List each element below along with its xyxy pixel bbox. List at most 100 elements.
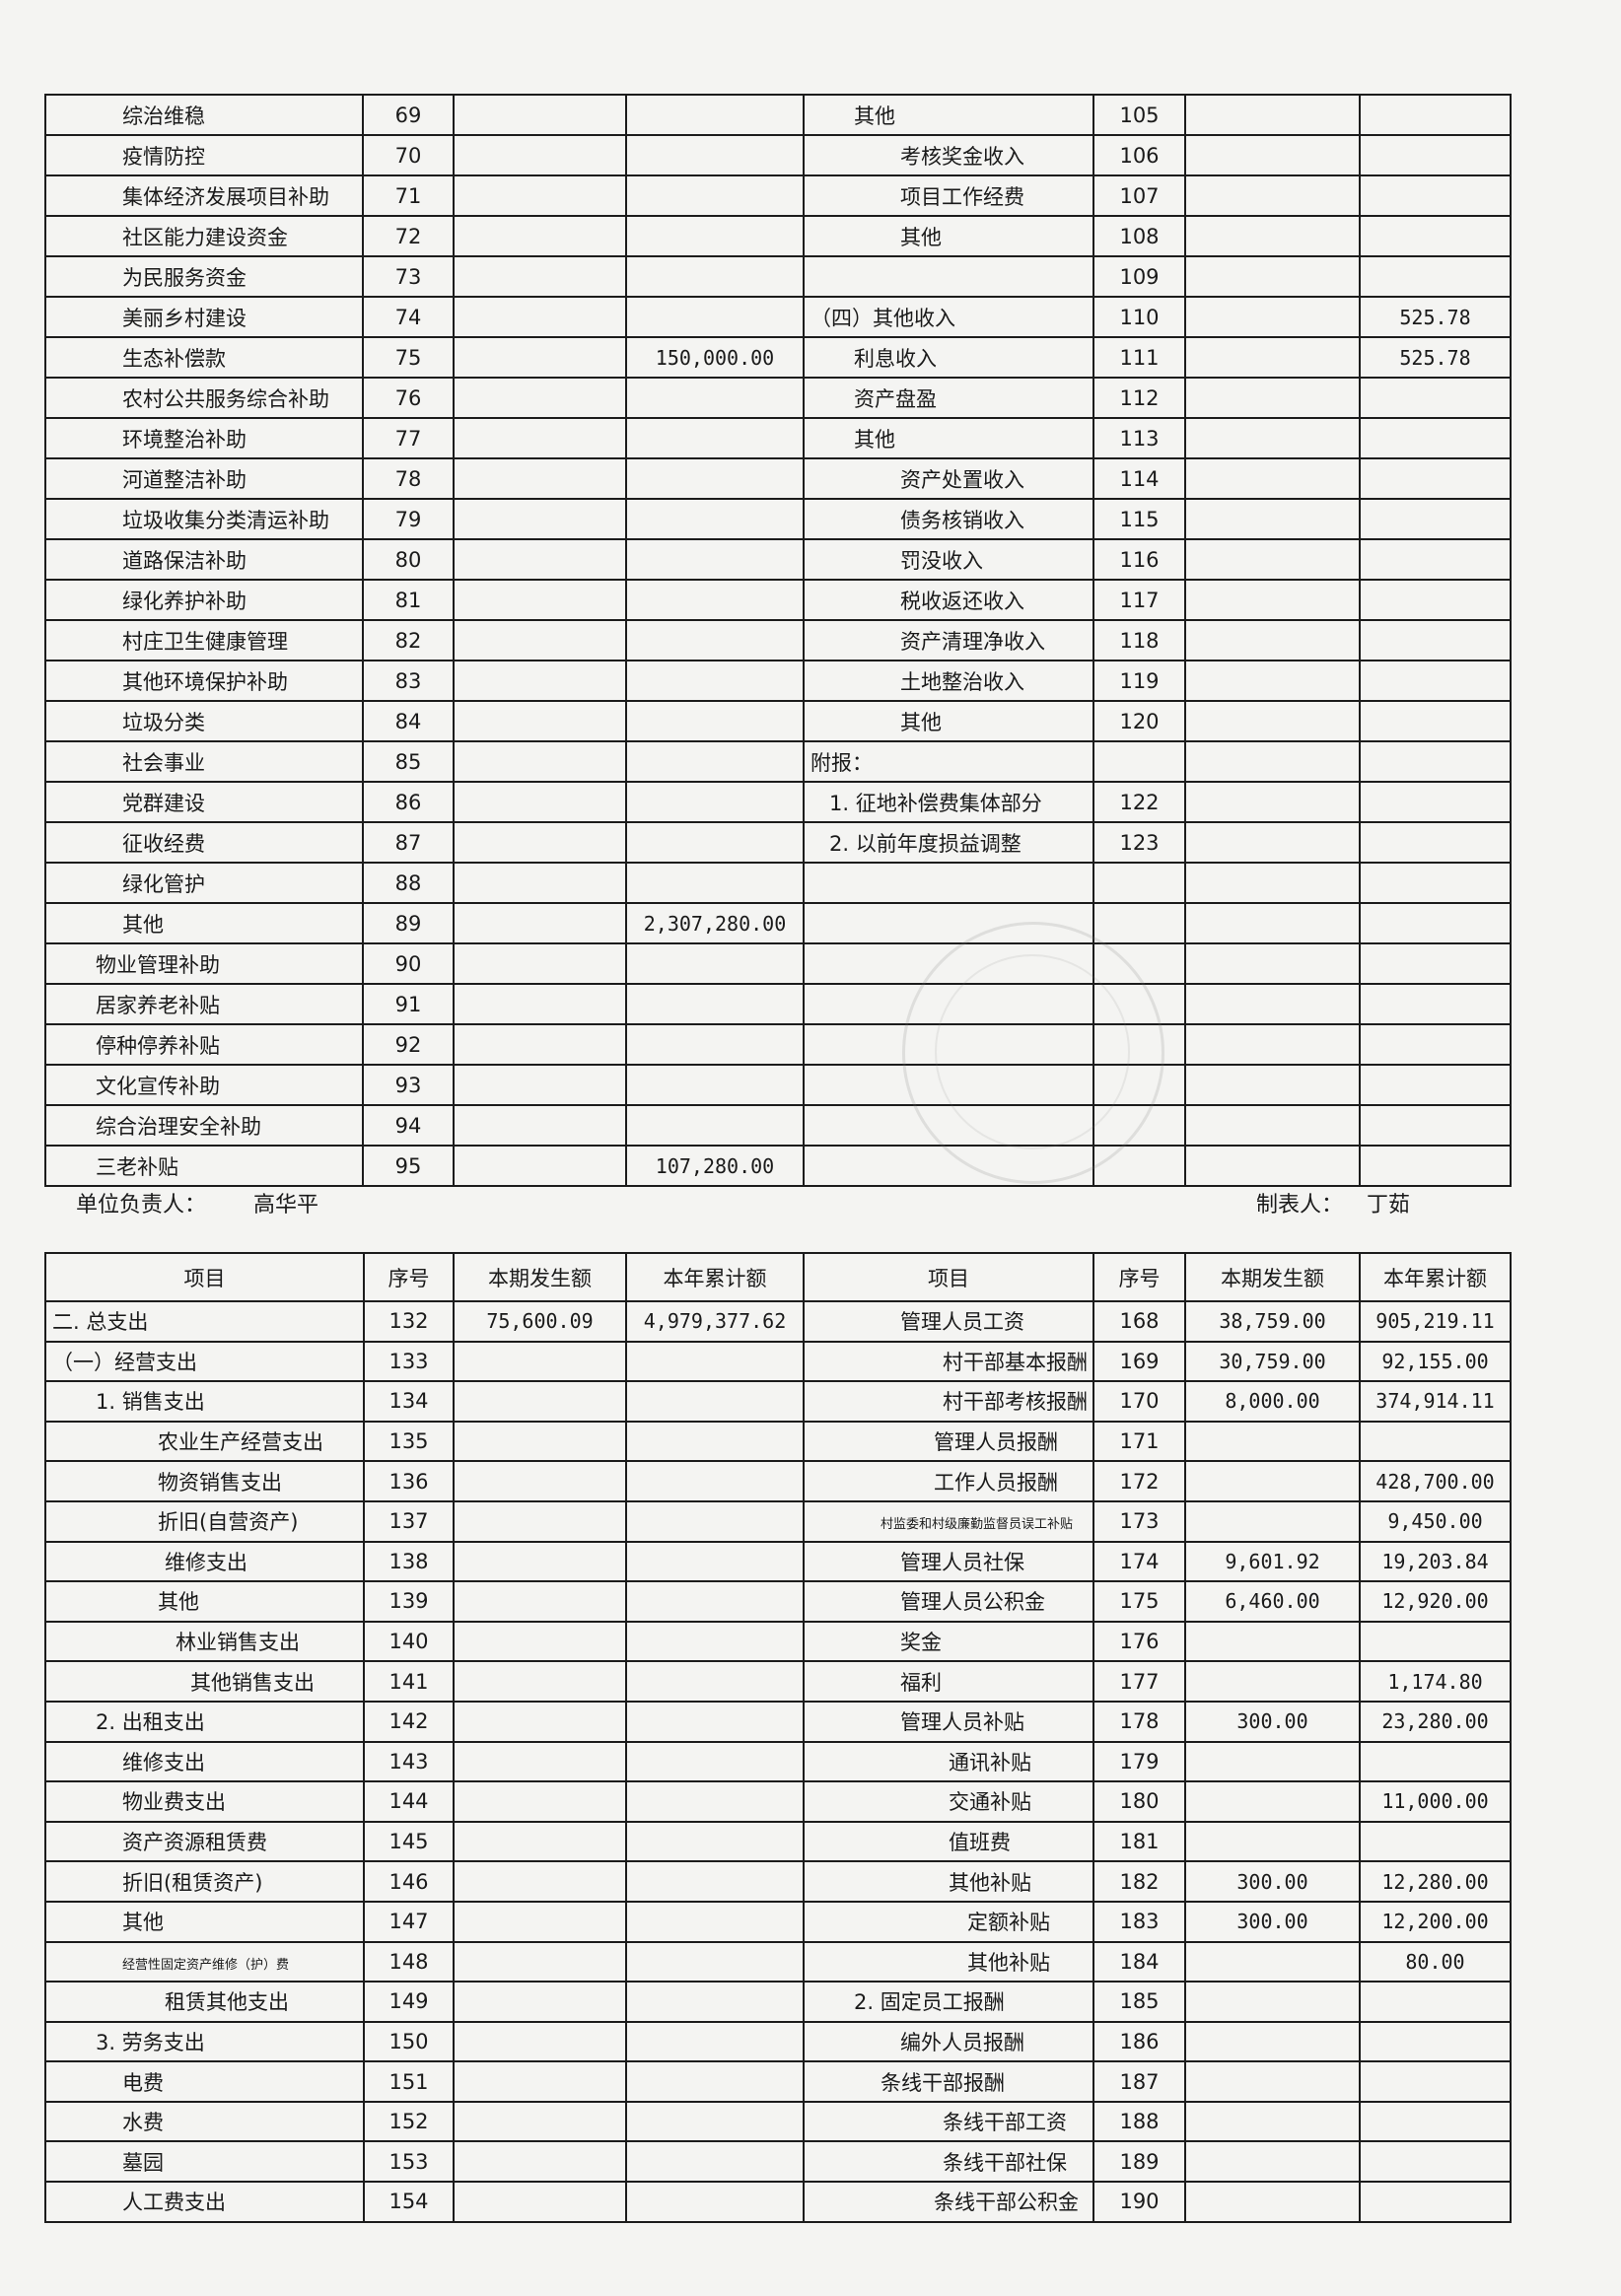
item-cell: 墓园 xyxy=(44,2140,365,2184)
row-number-text: 88 xyxy=(394,870,422,895)
table-row: 3. 劳务支出 150 编外人员报酬 186 xyxy=(44,2020,1512,2063)
item-cell: 其他补贴 xyxy=(803,1940,1094,1983)
row-number-cell: 117 xyxy=(1092,579,1186,621)
row-number-text: 185 xyxy=(1119,1989,1160,2014)
table-row: 电费 151 条线干部报酬 187 xyxy=(44,2060,1512,2103)
row-number-cell: 145 xyxy=(363,1820,455,1863)
row-number-text: 95 xyxy=(394,1153,422,1178)
row-number-text: 135 xyxy=(388,1429,429,1454)
item-cell: 道路保洁补助 xyxy=(44,538,364,581)
row-number-cell: 182 xyxy=(1092,1860,1186,1903)
item-cell: 其他销售支出 xyxy=(44,1660,365,1703)
table-row: 村庄卫生健康管理 82 资产清理净收入 118 xyxy=(44,619,1512,661)
row-number-cell: 86 xyxy=(362,781,455,823)
period-amount-cell: 300.00 xyxy=(1184,1700,1361,1743)
table-row: 墓园 153 条线干部社保 189 xyxy=(44,2140,1512,2184)
ytd-amount-text: 2,307,280.00 xyxy=(643,911,787,936)
period-amount-cell: 9,601.92 xyxy=(1184,1540,1361,1583)
item-cell: 停种停养补贴 xyxy=(44,1023,364,1066)
row-number-cell: 189 xyxy=(1092,2140,1186,2184)
ytd-amount-cell xyxy=(625,1700,805,1743)
row-number-cell: 179 xyxy=(1092,1740,1186,1783)
row-number-cell: 120 xyxy=(1092,700,1186,742)
period-amount-cell xyxy=(453,2100,627,2143)
item-cell: 农业生产经营支出 xyxy=(44,1420,365,1463)
period-amount-text: 8,000.00 xyxy=(1225,1389,1320,1414)
row-number-text: 123 xyxy=(1119,830,1160,855)
unit-head-name: 高华平 xyxy=(253,1193,319,1218)
item-cell: 征收经费 xyxy=(44,821,364,864)
period-amount-cell xyxy=(453,1820,627,1863)
row-number-text: 136 xyxy=(388,1469,429,1494)
ytd-amount-text: 107,280.00 xyxy=(655,1153,775,1178)
ytd-amount-cell xyxy=(625,377,805,419)
ytd-amount-cell xyxy=(1359,2181,1512,2223)
item-cell: 管理人员社保 xyxy=(803,1540,1094,1583)
item-cell: 河道整洁补助 xyxy=(44,457,364,500)
ytd-amount-cell: 150,000.00 xyxy=(625,336,805,379)
row-number-text: 148 xyxy=(388,1949,429,1974)
period-amount-cell xyxy=(453,1940,627,1983)
ytd-amount-cell xyxy=(1359,134,1512,176)
item-cell: 林业销售支出 xyxy=(44,1620,365,1663)
item-cell: 管理人员报酬 xyxy=(803,1420,1094,1463)
item-cell: 管理人员公积金 xyxy=(803,1580,1094,1623)
period-amount-cell xyxy=(1184,1499,1361,1543)
item-text: 奖金 xyxy=(900,1631,942,1655)
row-number-cell: 149 xyxy=(363,1981,455,2023)
row-number-cell: 73 xyxy=(362,255,455,298)
period-amount-cell xyxy=(453,134,627,176)
row-number-cell: 142 xyxy=(363,1700,455,1743)
row-number-text: 139 xyxy=(388,1589,429,1614)
ytd-amount-cell xyxy=(625,1580,805,1623)
header-no: 序号 xyxy=(363,1252,455,1302)
period-amount-cell xyxy=(453,1860,627,1903)
row-number-cell: 169 xyxy=(1092,1340,1186,1383)
row-number-text: 170 xyxy=(1119,1389,1160,1414)
item-text: 物业费支出 xyxy=(122,1790,226,1815)
row-number-cell: 175 xyxy=(1092,1580,1186,1623)
period-amount-text: 75,600.09 xyxy=(486,1309,594,1334)
table-row: 三老补贴 95 107,280.00 xyxy=(44,1145,1512,1187)
row-number-cell: 177 xyxy=(1092,1660,1186,1703)
row-number-cell: 85 xyxy=(362,740,455,783)
row-number-text: 186 xyxy=(1119,2029,1160,2053)
ytd-amount-cell xyxy=(1359,1820,1512,1863)
item-text: 综合治理安全补助 xyxy=(96,1114,261,1139)
row-number-cell: 151 xyxy=(363,2060,455,2103)
ytd-amount-cell xyxy=(625,660,805,702)
period-amount-cell xyxy=(1184,942,1361,985)
item-text: 综治维稳 xyxy=(122,104,205,128)
row-number-cell: 168 xyxy=(1092,1300,1186,1343)
period-amount-cell xyxy=(453,538,627,581)
item-cell: 为民服务资金 xyxy=(44,255,364,298)
row-number-cell: 79 xyxy=(362,498,455,540)
table-row: 折旧(自营资产) 137 村监委和村级廉勤监督员误工补贴 173 9,450.00 xyxy=(44,1499,1512,1543)
row-number-text: 81 xyxy=(394,588,422,612)
row-number-cell: 152 xyxy=(363,2100,455,2143)
row-number-text: 188 xyxy=(1119,2110,1160,2134)
row-number-cell xyxy=(1092,862,1186,904)
item-text: （四）其他收入 xyxy=(810,306,955,330)
row-number-text: 150 xyxy=(388,2029,429,2053)
ytd-amount-cell xyxy=(1359,862,1512,904)
income-detail-table-continued: 综治维稳 69 其他 105 疫情防控 70 考核奖金收入 106 集体经济发展项目补助 71 项目… xyxy=(44,94,1512,1187)
period-amount-cell xyxy=(453,1064,627,1106)
period-amount-text: 300.00 xyxy=(1236,1709,1308,1734)
row-number-text: 138 xyxy=(388,1549,429,1573)
item-text: 福利 xyxy=(900,1670,942,1695)
item-cell: 电费 xyxy=(44,2060,365,2103)
table-header-row: 项目 序号 本期发生额 本年累计额 项目 序号 本期发生额 本年累计额 xyxy=(44,1252,1512,1302)
period-amount-cell xyxy=(1184,1023,1361,1066)
table-row: 2. 出租支出 142 管理人员补贴 178 300.00 23,280.00 xyxy=(44,1700,1512,1743)
table-row: 综治维稳 69 其他 105 xyxy=(44,94,1512,136)
ytd-amount-cell xyxy=(625,1740,805,1783)
row-number-cell: 116 xyxy=(1092,538,1186,581)
item-cell: 条线干部工资 xyxy=(803,2100,1094,2143)
row-number-cell xyxy=(1092,902,1186,944)
ytd-amount-cell xyxy=(1359,1104,1512,1147)
row-number-text: 86 xyxy=(394,790,422,814)
period-amount-cell xyxy=(453,1104,627,1147)
item-text: 条线干部工资 xyxy=(943,2111,1067,2135)
ytd-amount-text: 12,920.00 xyxy=(1381,1589,1489,1614)
